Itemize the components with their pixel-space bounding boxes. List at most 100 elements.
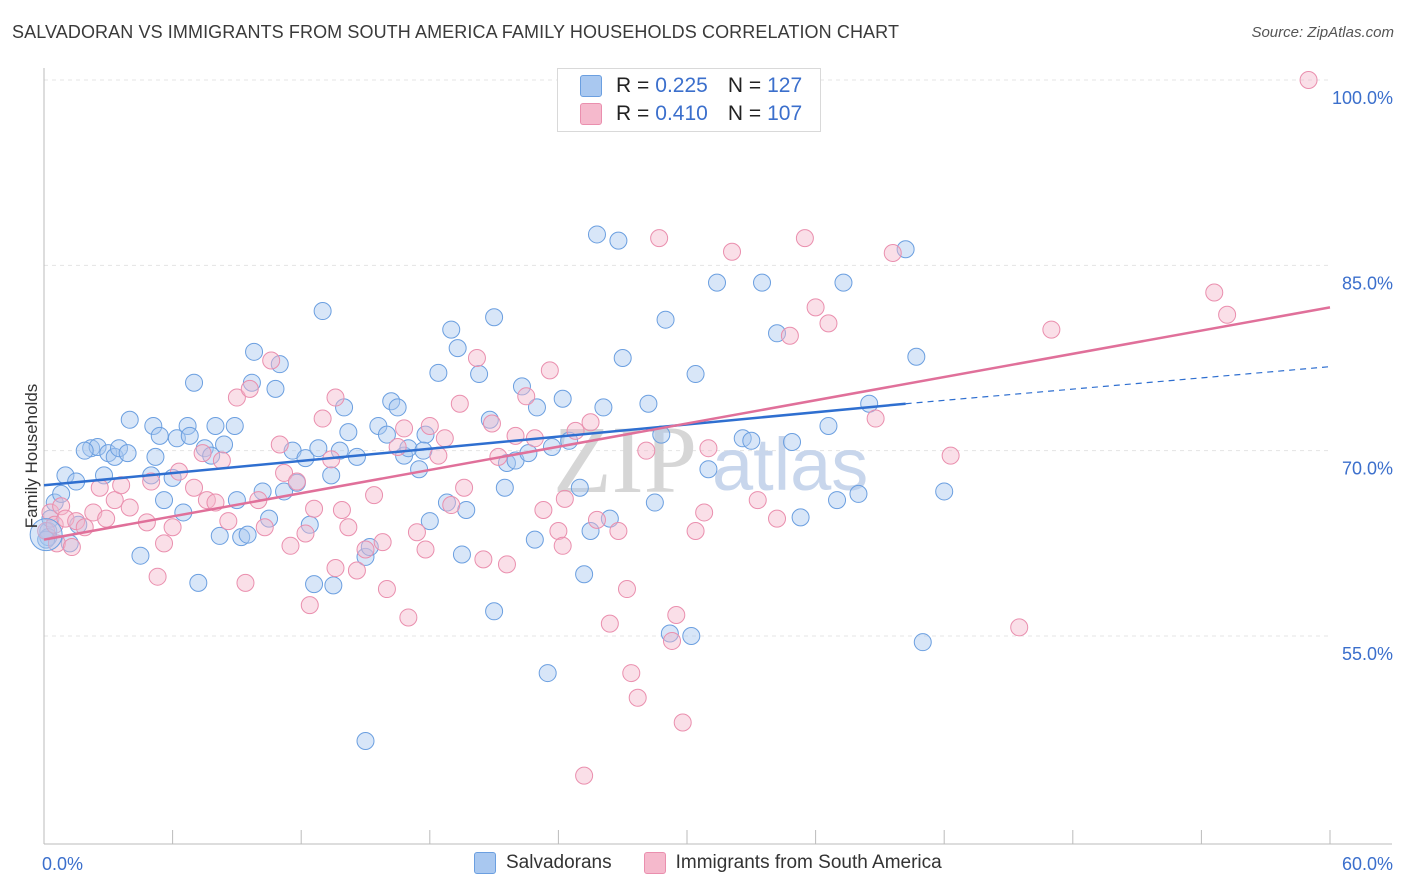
legend-label: Salvadorans (506, 852, 612, 873)
data-point (452, 545, 471, 564)
data-point (549, 521, 568, 540)
data-point (517, 387, 536, 406)
data-point (795, 229, 814, 248)
data-point (193, 444, 212, 463)
data-point (255, 518, 274, 537)
data-point (189, 573, 208, 592)
data-point (600, 509, 619, 528)
data-point (686, 521, 705, 540)
legend-swatch-pink (643, 852, 666, 874)
series-legend: Salvadorans Immigrants from South Americ… (474, 852, 974, 874)
r-label: R = (616, 102, 650, 125)
n-label: N = (727, 74, 762, 97)
data-point (682, 627, 701, 645)
legend-item-salvadorans: Salvadorans (474, 852, 612, 874)
data-point (555, 489, 574, 508)
data-point (339, 423, 358, 442)
data-point (305, 499, 324, 518)
data-point (566, 421, 585, 440)
x-tick-label: 0.0% (42, 854, 83, 874)
data-point (699, 439, 718, 458)
data-point (144, 416, 163, 435)
data-point (339, 518, 358, 537)
data-point (723, 242, 742, 261)
data-point (97, 509, 116, 528)
data-point (281, 536, 300, 555)
data-point (575, 766, 594, 785)
data-point (570, 478, 589, 497)
data-point (313, 409, 332, 428)
data-point (296, 449, 315, 468)
data-point (609, 231, 628, 250)
data-point (834, 273, 853, 292)
data-point (420, 416, 439, 435)
data-point (442, 496, 461, 515)
data-point (388, 398, 407, 417)
data-point (587, 510, 606, 529)
data-point (227, 388, 246, 407)
watermark-zip: ZIP (553, 406, 697, 513)
data-point (300, 596, 319, 615)
data-point (219, 512, 238, 531)
data-point (457, 500, 476, 519)
data-point (470, 365, 489, 384)
watermark-atlas: atlas (712, 423, 868, 506)
chart-title: SALVADORAN VS IMMIGRANTS FROM SOUTH AMER… (12, 22, 900, 42)
n-value: 107 (767, 102, 803, 125)
data-point (206, 416, 225, 435)
legend-swatch-blue (474, 852, 496, 874)
data-point (495, 478, 514, 497)
data-point (819, 416, 838, 435)
data-point (416, 425, 435, 444)
data-point (347, 561, 366, 580)
data-point (270, 435, 289, 454)
data-point (305, 575, 324, 594)
data-point (131, 546, 150, 565)
data-point (210, 526, 229, 545)
data-point (783, 433, 802, 452)
data-point (287, 472, 306, 491)
data-point (324, 576, 343, 595)
data-point (212, 451, 231, 470)
n-value: 127 (767, 74, 803, 97)
data-point (768, 509, 787, 528)
trend-extension (905, 366, 1331, 405)
data-point (1299, 71, 1318, 89)
data-point (527, 398, 546, 417)
data-point (474, 550, 493, 569)
legend-item-immigrants: Immigrants from South America (643, 852, 942, 874)
data-point (435, 429, 454, 448)
data-point (52, 484, 71, 503)
data-point (575, 565, 594, 584)
data-point (512, 377, 531, 396)
data-point (686, 365, 705, 384)
data-point (538, 664, 557, 683)
data-point (309, 439, 328, 458)
data-point (708, 273, 727, 292)
data-point (120, 410, 139, 429)
data-point (322, 466, 341, 485)
legend-swatch-pink (580, 103, 602, 125)
data-point (673, 713, 692, 732)
data-point (238, 525, 257, 544)
data-point (356, 540, 375, 559)
data-point (180, 426, 199, 445)
data-point (266, 379, 285, 398)
y-tick-label: 100.0% (1332, 88, 1393, 108)
watermark: ZIP atlas (553, 406, 868, 513)
data-point (326, 559, 345, 578)
data-point (637, 441, 656, 460)
r-value: 0.225 (655, 74, 708, 97)
data-point (275, 463, 294, 482)
data-point (332, 500, 351, 519)
data-point (645, 493, 664, 512)
data-point (883, 243, 902, 262)
x-tick-label: 60.0% (1342, 854, 1393, 874)
data-point (142, 472, 161, 491)
data-point (245, 342, 264, 361)
data-point (395, 419, 414, 438)
data-point (650, 229, 669, 248)
data-point (791, 508, 810, 527)
data-point (600, 614, 619, 633)
data-point (553, 389, 572, 408)
